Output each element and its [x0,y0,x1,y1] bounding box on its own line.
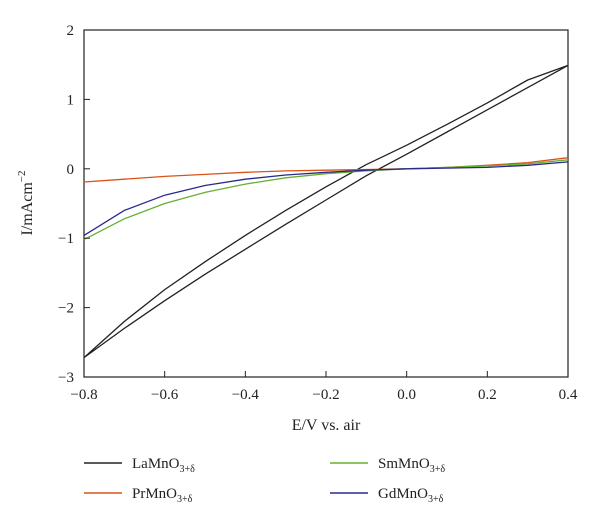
y-axis: −3 −2 −1 0 1 2 [58,23,90,386]
series-line-gdmno [83,161,569,236]
legend-label-smmno: SmMnO3+δ [378,456,445,475]
x-tick-label: 0.4 [559,387,578,403]
legend-label-subscript: 3+δ [180,464,196,475]
legend-label-main: GdMnO [378,486,428,502]
legend-label-main: PrMnO [132,486,177,502]
series-line-smmno [83,159,569,241]
plot-frame [83,29,569,378]
x-axis-title: E/V vs. air [292,417,361,434]
legend-label-subscript: 3+δ [430,464,446,475]
y-tick-label: −3 [58,370,74,386]
legend-label-lamno: LaMnO3+δ [132,456,195,475]
y-tick-label: 0 [67,162,75,178]
x-tick-label: −0.2 [312,387,339,403]
legend-label-subscript: 3+δ [177,494,193,505]
legend-label-main: SmMnO [378,456,430,472]
x-tick-label: 0.2 [478,387,497,403]
legend-label-main: LaMnO [132,456,180,472]
x-axis: −0.8 −0.6 −0.4 −0.2 0.0 0.2 0.4 [70,371,578,403]
legend-label-gdmno: GdMnO3+δ [378,486,444,505]
y-axis-title-main: I/mAcm [19,182,36,236]
x-tick-label: −0.8 [70,387,97,403]
legend-label-prmno: PrMnO3+δ [132,486,193,505]
y-tick-label: −1 [58,231,74,247]
y-axis-title-superscript: −2 [16,170,28,182]
x-tick-label: 0.0 [397,387,416,403]
x-tick-label: −0.4 [232,387,260,403]
series-line-prmno [83,157,569,183]
series-line-lamno [83,64,569,359]
y-tick-label: 1 [67,92,75,108]
x-tick-label: −0.6 [151,387,179,403]
legend-label-subscript: 3+δ [428,494,444,505]
y-tick-label: 2 [67,23,75,39]
y-tick-label: −2 [58,301,74,317]
y-axis-title: I/mAcm−2 [16,170,36,235]
series-layer [83,64,569,359]
